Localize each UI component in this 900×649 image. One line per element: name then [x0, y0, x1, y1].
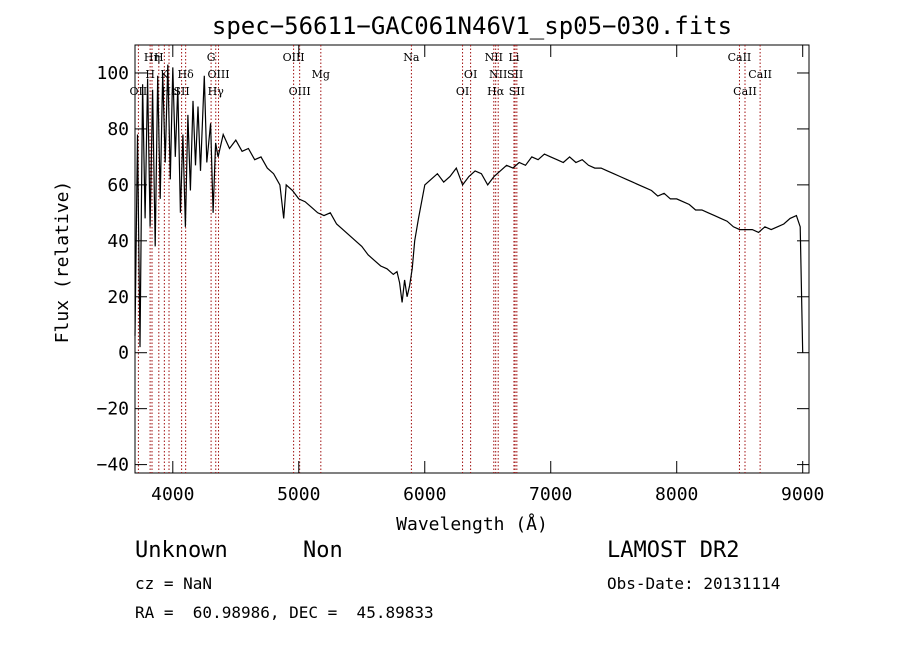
y-axis-ticks: −40 −20 0 20 40 60 80 100 — [96, 63, 809, 476]
emission-line-markers — [137, 45, 761, 473]
emission-line-label: OIII — [207, 68, 229, 81]
chart-title: spec−56611−GAC061N46V1_sp05−030.fits — [212, 12, 732, 40]
x-axis-label: Wavelength (Å) — [396, 513, 548, 535]
object-class: Unknown — [135, 538, 228, 563]
y-tick-label: 40 — [107, 231, 129, 252]
spectrum-series-line — [134, 64, 804, 353]
x-tick-label: 5000 — [277, 484, 320, 505]
y-tick-label: −40 — [96, 455, 129, 476]
emission-line-label: SII — [173, 85, 189, 98]
y-axis-label: Flux (relative) — [52, 181, 73, 344]
emission-line-label: OI — [464, 68, 477, 81]
emission-line-label: H — [154, 51, 164, 64]
emission-line-label: Hη — [144, 51, 160, 64]
emission-line-label: K — [160, 68, 169, 81]
emission-line-label: Mg — [312, 68, 330, 81]
coordinates: RA = 60.98986, DEC = 45.89833 — [135, 603, 434, 622]
x-tick-label: 7000 — [529, 484, 572, 505]
object-subclass: Non — [303, 538, 343, 563]
emission-line-label: Hδ — [178, 68, 195, 81]
emission-line-label: Li — [509, 51, 520, 64]
x-tick-label: 9000 — [781, 484, 824, 505]
emission-line-label: OIII — [289, 85, 311, 98]
emission-line-label: OIII — [283, 51, 305, 64]
survey-name: LAMOST DR2 — [607, 538, 740, 563]
emission-line-label: NII — [485, 51, 503, 64]
y-tick-label: 100 — [96, 63, 129, 84]
x-tick-label: 4000 — [151, 484, 194, 505]
emission-line-label: SII — [507, 68, 523, 81]
y-tick-label: −20 — [96, 399, 129, 420]
emission-line-label: NII — [489, 68, 507, 81]
emission-line-label: Na — [403, 51, 420, 64]
y-tick-label: 0 — [118, 343, 129, 364]
y-tick-label: 80 — [107, 119, 129, 140]
emission-line-label: OI — [456, 85, 469, 98]
redshift-cz: cz = NaN — [135, 574, 213, 593]
emission-line-label: CaII — [748, 68, 772, 81]
y-tick-label: 60 — [107, 175, 129, 196]
observation-date: Obs-Date: 20131114 — [607, 574, 781, 593]
emission-line-label: H — [145, 68, 155, 81]
emission-line-label: Hα — [487, 85, 505, 98]
emission-line-label: OII — [130, 85, 148, 98]
x-tick-label: 8000 — [655, 484, 698, 505]
x-axis-ticks: 4000 5000 6000 7000 8000 9000 — [151, 45, 824, 505]
y-tick-label: 20 — [107, 287, 129, 308]
x-tick-label: 6000 — [403, 484, 446, 505]
emission-line-label: G — [207, 51, 216, 64]
emission-line-label: CaII — [728, 51, 752, 64]
emission-line-label: SII — [509, 85, 525, 98]
emission-line-label: Hγ — [208, 85, 225, 98]
plot-frame — [134, 44, 810, 474]
emission-line-label: CaII — [733, 85, 757, 98]
